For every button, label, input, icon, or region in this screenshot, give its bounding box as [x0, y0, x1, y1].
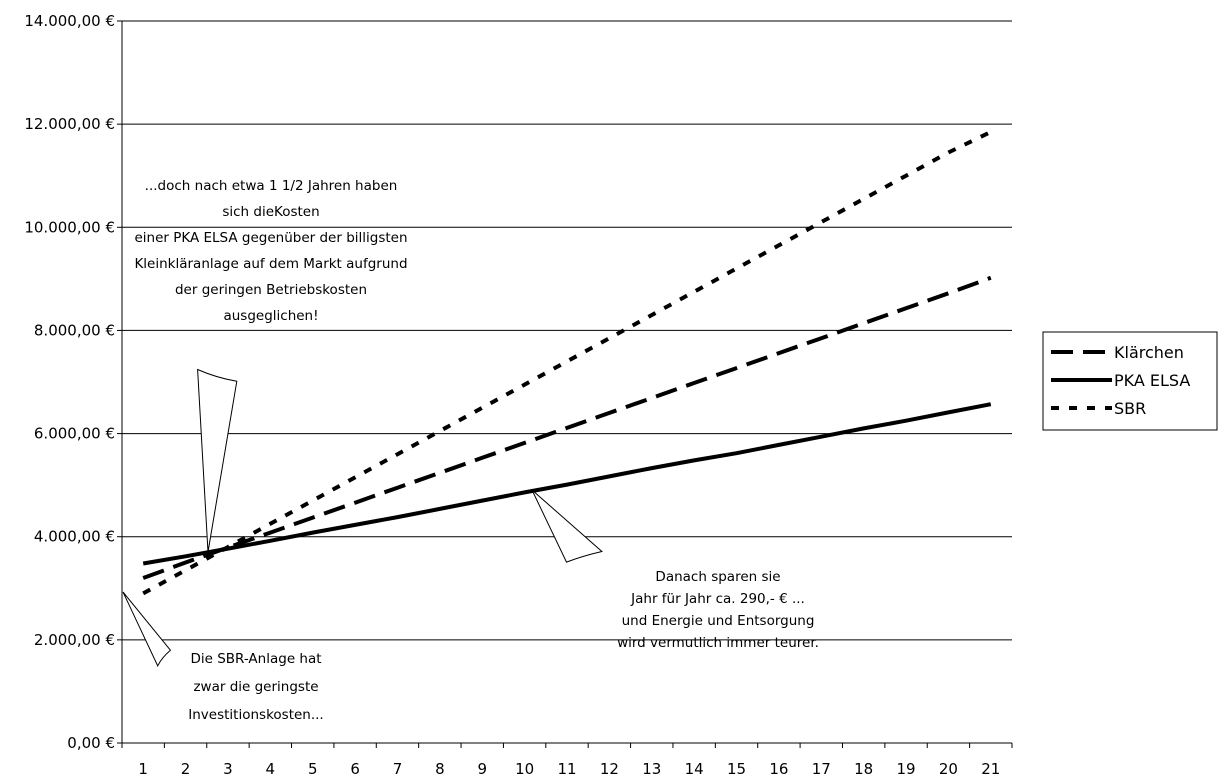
- bubble-payback-line: Kleinkläranlage auf dem Markt aufgrund: [134, 256, 407, 272]
- y-tick-label: 4.000,00 €: [34, 528, 115, 546]
- x-tick-label: 19: [897, 760, 916, 778]
- x-tick-label: 16: [769, 760, 788, 778]
- x-tick-label: 6: [350, 760, 360, 778]
- x-tick-label: 12: [600, 760, 619, 778]
- y-tick-label: 10.000,00 €: [24, 218, 115, 236]
- y-tick-label: 0,00 €: [67, 734, 115, 752]
- bubble-sbr-line: Die SBR-Anlage hat: [190, 651, 321, 667]
- series-lines: [142, 130, 992, 596]
- bubble-savings-line: wird vermutlich immer teurer.: [617, 635, 819, 651]
- x-tick-label: 17: [812, 760, 831, 778]
- legend-box: [1042, 331, 1218, 431]
- bubble-payback-line: der geringen Betriebskosten: [175, 282, 367, 298]
- y-tick-label: 6.000,00 €: [34, 425, 115, 443]
- series-line-1: [142, 402, 992, 566]
- bubble-payback-line: ausgeglichen!: [223, 308, 318, 324]
- series-line-0: [142, 275, 992, 580]
- axes: [121, 21, 1012, 744]
- x-tick-label: 3: [223, 760, 233, 778]
- x-tick-label: 4: [266, 760, 276, 778]
- bubble-savings-line: und Energie und Entsorgung: [622, 613, 815, 629]
- legend-label: PKA ELSA: [1114, 371, 1190, 390]
- bubble-payback-line: sich dieKosten: [222, 204, 319, 220]
- x-tick-label: 5: [308, 760, 318, 778]
- legend: Klärchen PKA ELSA SBR: [1042, 331, 1218, 431]
- x-tick-label: 1: [138, 760, 148, 778]
- x-tick-label: 18: [854, 760, 873, 778]
- bubble-payback-line: ...doch nach etwa 1 1/2 Jahren haben: [145, 178, 398, 194]
- legend-label: SBR: [1114, 399, 1146, 418]
- y-tick-label: 12.000,00 €: [24, 115, 115, 133]
- bubble-sbr-line: zwar die geringste: [193, 679, 318, 695]
- y-tick-label: 14.000,00 €: [24, 12, 115, 30]
- bubble-sbr-line: Investitionskosten...: [188, 707, 323, 723]
- x-tick-label: 15: [727, 760, 746, 778]
- callout-payback: [197, 368, 238, 553]
- bubble-payback-line: einer PKA ELSA gegenüber der billigsten: [134, 230, 407, 246]
- x-tick-label: 8: [435, 760, 445, 778]
- x-tick-label: 14: [685, 760, 704, 778]
- legend-label: Klärchen: [1114, 343, 1184, 362]
- x-tick-label: 13: [642, 760, 661, 778]
- x-tick-label: 7: [393, 760, 403, 778]
- bubble-savings-line: Jahr für Jahr ca. 290,- € ...: [630, 591, 805, 607]
- callout-savings: [531, 489, 603, 563]
- x-tick-label: 11: [557, 760, 576, 778]
- y-tick-label: 8.000,00 €: [34, 321, 115, 339]
- annotations: ...doch nach etwa 1 1/2 Jahren haben sich…: [122, 178, 819, 723]
- bubble-savings-line: Danach sparen sie: [655, 569, 780, 585]
- x-tick-label: 2: [181, 760, 191, 778]
- callout-sbr: [122, 591, 172, 667]
- gridlines: [122, 20, 1012, 641]
- y-axis-ticks: 0,00 € 2.000,00 € 4.000,00 € 6.000,00 € 8.00…: [24, 12, 122, 752]
- x-tick-label: 10: [515, 760, 534, 778]
- x-tick-label: 21: [981, 760, 1000, 778]
- x-tick-label: 20: [939, 760, 958, 778]
- y-tick-label: 2.000,00 €: [34, 631, 115, 649]
- x-tick-label: 9: [477, 760, 487, 778]
- x-axis-ticks: 1 2 3 4 5 6 7 8 9 10 11 12 13 14 15 16 17 18 19 20 21: [121, 743, 1013, 778]
